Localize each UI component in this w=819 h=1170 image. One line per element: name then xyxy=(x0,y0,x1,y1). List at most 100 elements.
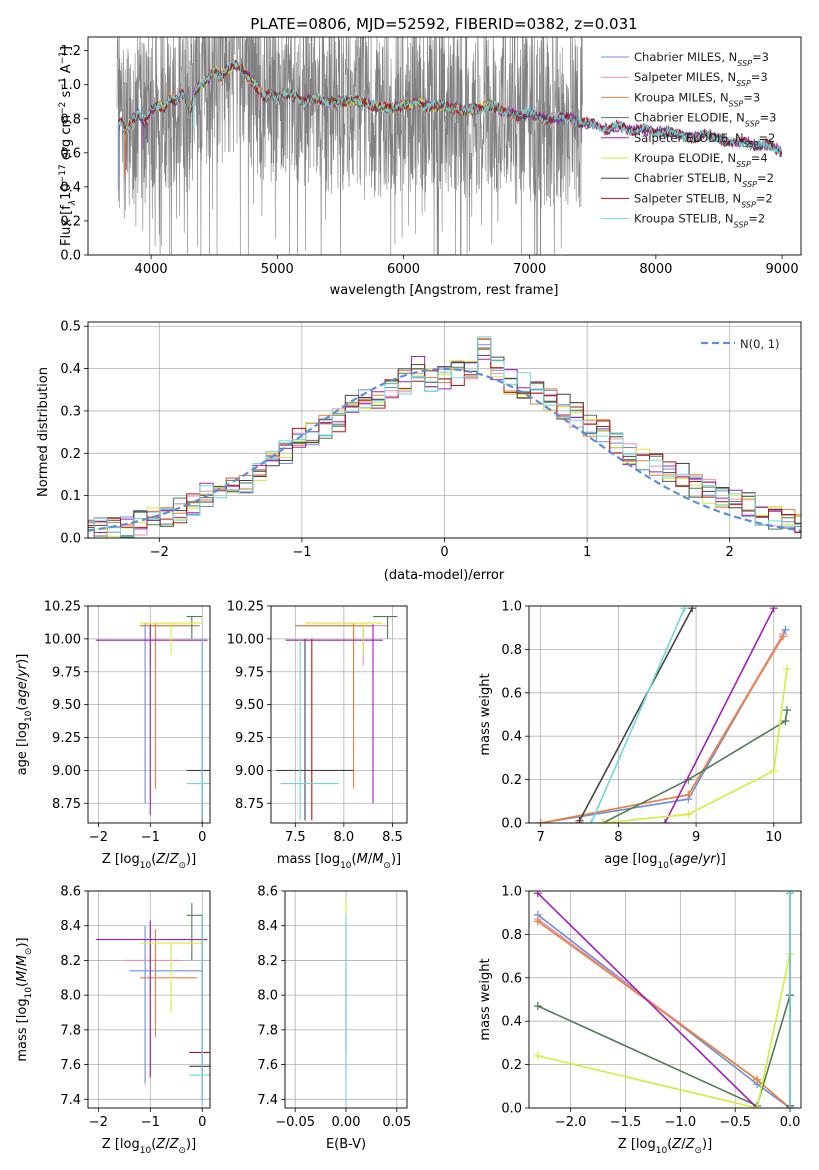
weight-marker-kroupa-miles xyxy=(533,917,542,926)
tick-label-y: 8.75 xyxy=(235,797,264,812)
legend-subscript: SSP xyxy=(741,200,756,209)
mass-vs-z-axes-ylabel: mass [log10(M/M⊙)] xyxy=(15,937,34,1061)
label-part: 10 xyxy=(140,1146,152,1156)
plot-area xyxy=(95,903,210,1107)
label-part: Z xyxy=(155,1137,166,1152)
weight-marker-chabrier-elodie xyxy=(783,706,792,715)
label-part: age xyxy=(674,852,698,867)
tick-label-y: 0.2 xyxy=(501,1058,522,1073)
tick-label-y: 0.4 xyxy=(501,730,522,745)
tick-label-y: 7.8 xyxy=(257,1023,278,1038)
tick-label-x: −1.0 xyxy=(665,1115,697,1130)
axes-frame xyxy=(528,605,802,824)
legend-value: =2 xyxy=(748,212,765,226)
label-part: 10 xyxy=(657,861,669,871)
legend-text: Chabrier MILES, N xyxy=(634,50,737,64)
tick-label-y: 0.8 xyxy=(501,643,522,658)
tick-label-y: 0.2 xyxy=(60,447,81,462)
legend-value: =3 xyxy=(743,90,760,104)
tick-label-x: 9000 xyxy=(766,262,799,277)
weight-marker-chabrier-stelib xyxy=(688,606,697,613)
tick-label-x: 8.0 xyxy=(334,830,355,845)
tick-label-x: 8.5 xyxy=(382,830,403,845)
residuals-xlabel: (data-model)/error xyxy=(384,568,505,583)
legend-value: =3 xyxy=(751,70,768,84)
legend-text: Chabrier STELIB, N xyxy=(634,171,742,185)
legend-subscript: SSP xyxy=(745,119,760,128)
tick-label-y: 8.2 xyxy=(60,954,81,969)
tick-label-y: 0.0 xyxy=(501,1102,522,1117)
label-part: / xyxy=(165,852,170,867)
legend-subscript: SSP xyxy=(736,79,751,88)
spectrum-xlabel: wavelength [Angstrom, rest frame] xyxy=(330,283,559,298)
legend-value: =2 xyxy=(757,171,774,185)
tick-label-y: 8.6 xyxy=(60,885,81,900)
tick-label-x: 9 xyxy=(692,830,700,845)
weight-marker-chabrier-elodie xyxy=(533,1002,542,1011)
axes-frame xyxy=(270,605,408,824)
tick-label-x: −2 xyxy=(150,545,169,560)
label-part: Z xyxy=(685,1137,696,1152)
age-vs-z-axes-xlabel: Z [log10(Z/Z⊙)] xyxy=(102,852,196,871)
tick-label-x: 8000 xyxy=(639,262,672,277)
tick-label-x: −2 xyxy=(89,1115,108,1130)
tick-label-x: 0.0 xyxy=(780,1115,801,1130)
tick-label-x: 5000 xyxy=(261,262,294,277)
residual-histogram-salpeter-elodie xyxy=(88,356,801,533)
tick-label-x: −0.05 xyxy=(275,1115,315,1130)
weight-vs-z-axes: −2.0 −1.5 −1.0 −0.5 0.0 0.0 0.2 0.4 0.6 0.8 1.0 Z [… xyxy=(478,885,802,1156)
label-part: ⊙ xyxy=(24,948,34,956)
label-part: 10 xyxy=(59,183,74,200)
legend-text: Salpeter STELIB, N xyxy=(634,191,741,205)
weight-vs-z-axes-xlabel: Z [log10(Z/Z⊙)] xyxy=(618,1137,712,1156)
tick-label-y: 0.6 xyxy=(501,971,522,986)
legend-subscript: SSP xyxy=(737,59,752,68)
plot-area xyxy=(275,615,398,821)
legend-label-kroupa-elodie: Kroupa ELODIE, NSSP=4 xyxy=(634,151,768,169)
figure-title: PLATE=0806, MJD=52592, FIBERID=0382, z=0… xyxy=(250,15,637,33)
tick-label-y: 7.6 xyxy=(60,1058,81,1073)
weight-marker-salpeter-stelib xyxy=(575,819,584,823)
tick-label-y: 9.00 xyxy=(235,764,264,779)
weight-line-kroupa-elodie xyxy=(602,668,788,823)
plot-area xyxy=(95,615,210,823)
plot-area xyxy=(116,37,783,255)
label-part: M xyxy=(372,852,383,867)
legend-subscript: SSP xyxy=(736,160,751,169)
tick-label-x: 8 xyxy=(614,830,622,845)
legend-value: =2 xyxy=(758,131,775,145)
label-part: ⊙ xyxy=(694,1146,702,1156)
label-part: )] xyxy=(15,654,30,664)
tick-label-y: 7.4 xyxy=(257,1093,278,1108)
legend-text: Salpeter ELODIE, N xyxy=(634,131,744,145)
label-part: ( xyxy=(667,1137,672,1152)
legend-text: Salpeter MILES, N xyxy=(634,70,736,84)
label-part: Z xyxy=(671,1137,682,1152)
weight-marker-kroupa-stelib xyxy=(786,891,795,898)
label-part: )] xyxy=(716,852,726,867)
legend-subscript: SSP xyxy=(744,139,759,148)
tick-label-y: 8.0 xyxy=(60,989,81,1004)
tick-label-x: 7000 xyxy=(513,262,546,277)
tick-label-y: 0.8 xyxy=(501,928,522,943)
label-part: ( xyxy=(15,706,30,711)
legend-text: Kroupa MILES, N xyxy=(634,90,729,104)
tick-label-y: 10.25 xyxy=(227,600,264,615)
legend-value: =3 xyxy=(760,111,777,125)
tick-label-y: 0.6 xyxy=(501,686,522,701)
tick-label-y: 10.00 xyxy=(44,632,81,647)
weight-vs-age-axes-ylabel: mass weight xyxy=(478,673,493,755)
label-part: λ xyxy=(68,200,78,206)
weight-marker-kroupa-elodie xyxy=(753,1104,762,1108)
label-part: 10 xyxy=(340,861,352,871)
tick-label-x: 1 xyxy=(583,545,591,560)
tick-label-y: 0.0 xyxy=(60,249,81,264)
tick-label-y: 0.2 xyxy=(501,773,522,788)
legend-subscript: SSP xyxy=(734,220,749,229)
tick-label-y: 8.6 xyxy=(257,885,278,900)
tick-label-y: 9.25 xyxy=(235,731,264,746)
residuals-ylabel: Normed distribution xyxy=(36,367,51,497)
weight-marker-kroupa-elodie xyxy=(684,810,693,819)
legend-text: Chabrier ELODIE, N xyxy=(634,111,745,125)
plot-area xyxy=(536,606,792,823)
